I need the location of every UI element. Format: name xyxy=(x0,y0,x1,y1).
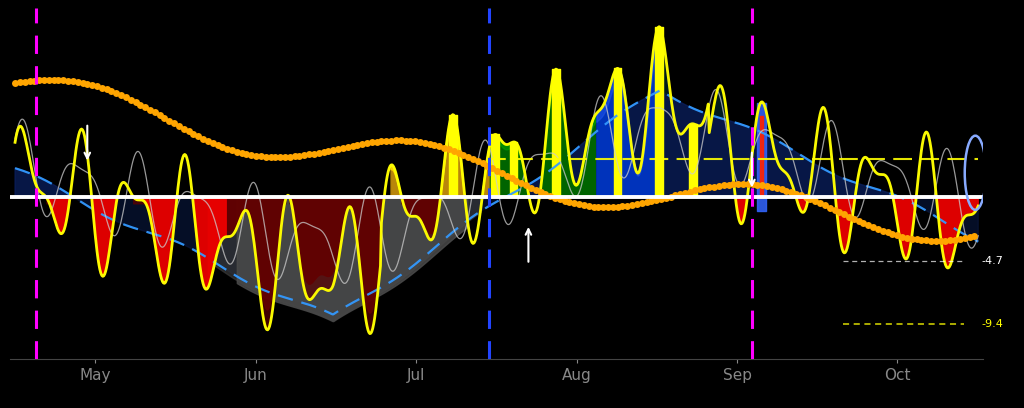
Text: -4.7: -4.7 xyxy=(981,255,1002,266)
Text: -9.4: -9.4 xyxy=(981,319,1002,329)
